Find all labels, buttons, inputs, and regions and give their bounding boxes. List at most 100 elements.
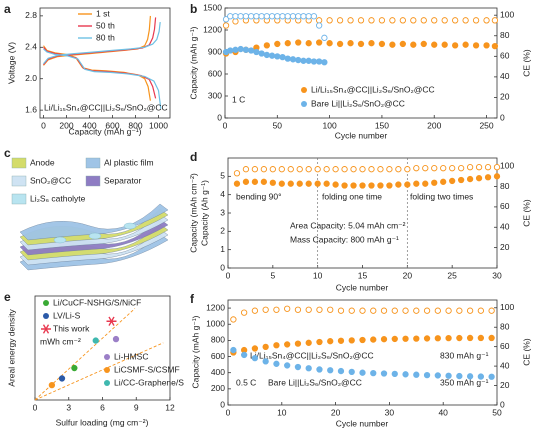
point [305, 306, 312, 313]
y-tick-label: 800 [211, 335, 225, 345]
y-axis-label: Capacity (mAh g⁻¹) [190, 315, 200, 388]
point [484, 174, 492, 181]
y-axis-label-2: Capacity (Ah g⁻¹) [199, 180, 209, 246]
guide [34, 342, 164, 401]
point [491, 17, 499, 24]
y2-tick-label: 0 [500, 112, 505, 122]
plot-frame [224, 7, 498, 119]
annotation: folding one time [322, 191, 382, 201]
legend-marker [301, 87, 307, 93]
point [420, 40, 427, 48]
point [273, 342, 280, 349]
point [332, 166, 339, 173]
point [305, 13, 312, 20]
point [92, 337, 99, 344]
point [327, 367, 334, 374]
y2-tick-label: 60 [500, 51, 510, 61]
legend-label: 80 th [96, 32, 115, 42]
point [413, 180, 420, 187]
y2-tick-label: 60 [500, 341, 510, 351]
point [457, 176, 465, 184]
point [305, 180, 312, 187]
point [230, 346, 237, 354]
y-tick-label: 2 [220, 226, 225, 236]
point [289, 56, 297, 63]
point [445, 307, 452, 314]
x-tick-label: 30 [492, 270, 502, 280]
legend-label: Li/Li₁₅Sn₄@CC||Li₂S₆/SnO₂@CC [250, 350, 374, 360]
point [242, 178, 250, 185]
point [350, 182, 357, 189]
point [278, 166, 285, 173]
point [386, 182, 393, 189]
x-tick-label: 400 [82, 120, 96, 130]
point [391, 370, 398, 378]
point [413, 165, 420, 172]
point [284, 55, 291, 62]
y-tick-label: 400 [211, 367, 225, 377]
point [380, 307, 388, 314]
point [300, 57, 307, 64]
point [477, 307, 485, 314]
point [341, 182, 348, 189]
point [368, 17, 375, 24]
plot-frame [227, 157, 498, 269]
point [493, 173, 501, 180]
x-axis-label: Cycle number [336, 282, 389, 292]
point [284, 40, 291, 47]
annotation: 350 mAh g⁻¹ [440, 377, 489, 387]
point [305, 339, 312, 346]
annotation: Mass Capacity: 800 mAh g⁻¹ [290, 234, 399, 244]
point [300, 13, 307, 20]
point [237, 13, 244, 20]
y2-tick-label: 40 [500, 360, 510, 370]
point [370, 307, 377, 314]
point [295, 56, 302, 64]
point [420, 17, 427, 24]
point [488, 334, 495, 342]
point [294, 306, 302, 313]
point [222, 22, 230, 29]
point [233, 170, 241, 177]
x-tick-label: 600 [105, 120, 119, 130]
point [466, 164, 474, 171]
point [316, 306, 323, 313]
point [240, 351, 248, 359]
point [359, 336, 366, 344]
y2-tick-label: 80 [500, 30, 510, 40]
legend-label: SnO₂@CC [30, 175, 71, 185]
point [269, 179, 276, 186]
panel-letter: c [4, 146, 11, 160]
point [472, 17, 480, 24]
point [368, 40, 375, 47]
x-axis-label: Capacity (mAh g⁻¹) [69, 126, 142, 136]
point [434, 372, 441, 379]
legend-marker [301, 101, 307, 107]
point [337, 307, 345, 314]
point [316, 366, 323, 373]
point [284, 13, 291, 20]
point [350, 166, 357, 173]
point [48, 381, 56, 389]
y2-tick-label: 100 [500, 160, 514, 170]
x-tick-label: 15 [358, 270, 368, 280]
point [477, 373, 485, 380]
point [493, 164, 501, 171]
annotation: bending 90° [236, 191, 281, 201]
x-tick-label: 6 [100, 402, 105, 412]
point [284, 305, 291, 312]
point [434, 335, 441, 342]
point [452, 42, 459, 49]
x-tick-label: 10 [313, 270, 323, 280]
x-tick-label: 0 [226, 407, 231, 417]
point [337, 367, 345, 375]
point [295, 13, 302, 20]
legend-label: Li/Li₁₅Sn₄@CC||Li₂S₆/SnO₂@CC [311, 84, 435, 94]
point [422, 165, 429, 172]
y2-tick-label: 0 [500, 399, 505, 409]
point [449, 165, 456, 172]
point [230, 316, 237, 323]
y-unit: mWh cm⁻² [40, 336, 81, 346]
point [484, 164, 492, 171]
